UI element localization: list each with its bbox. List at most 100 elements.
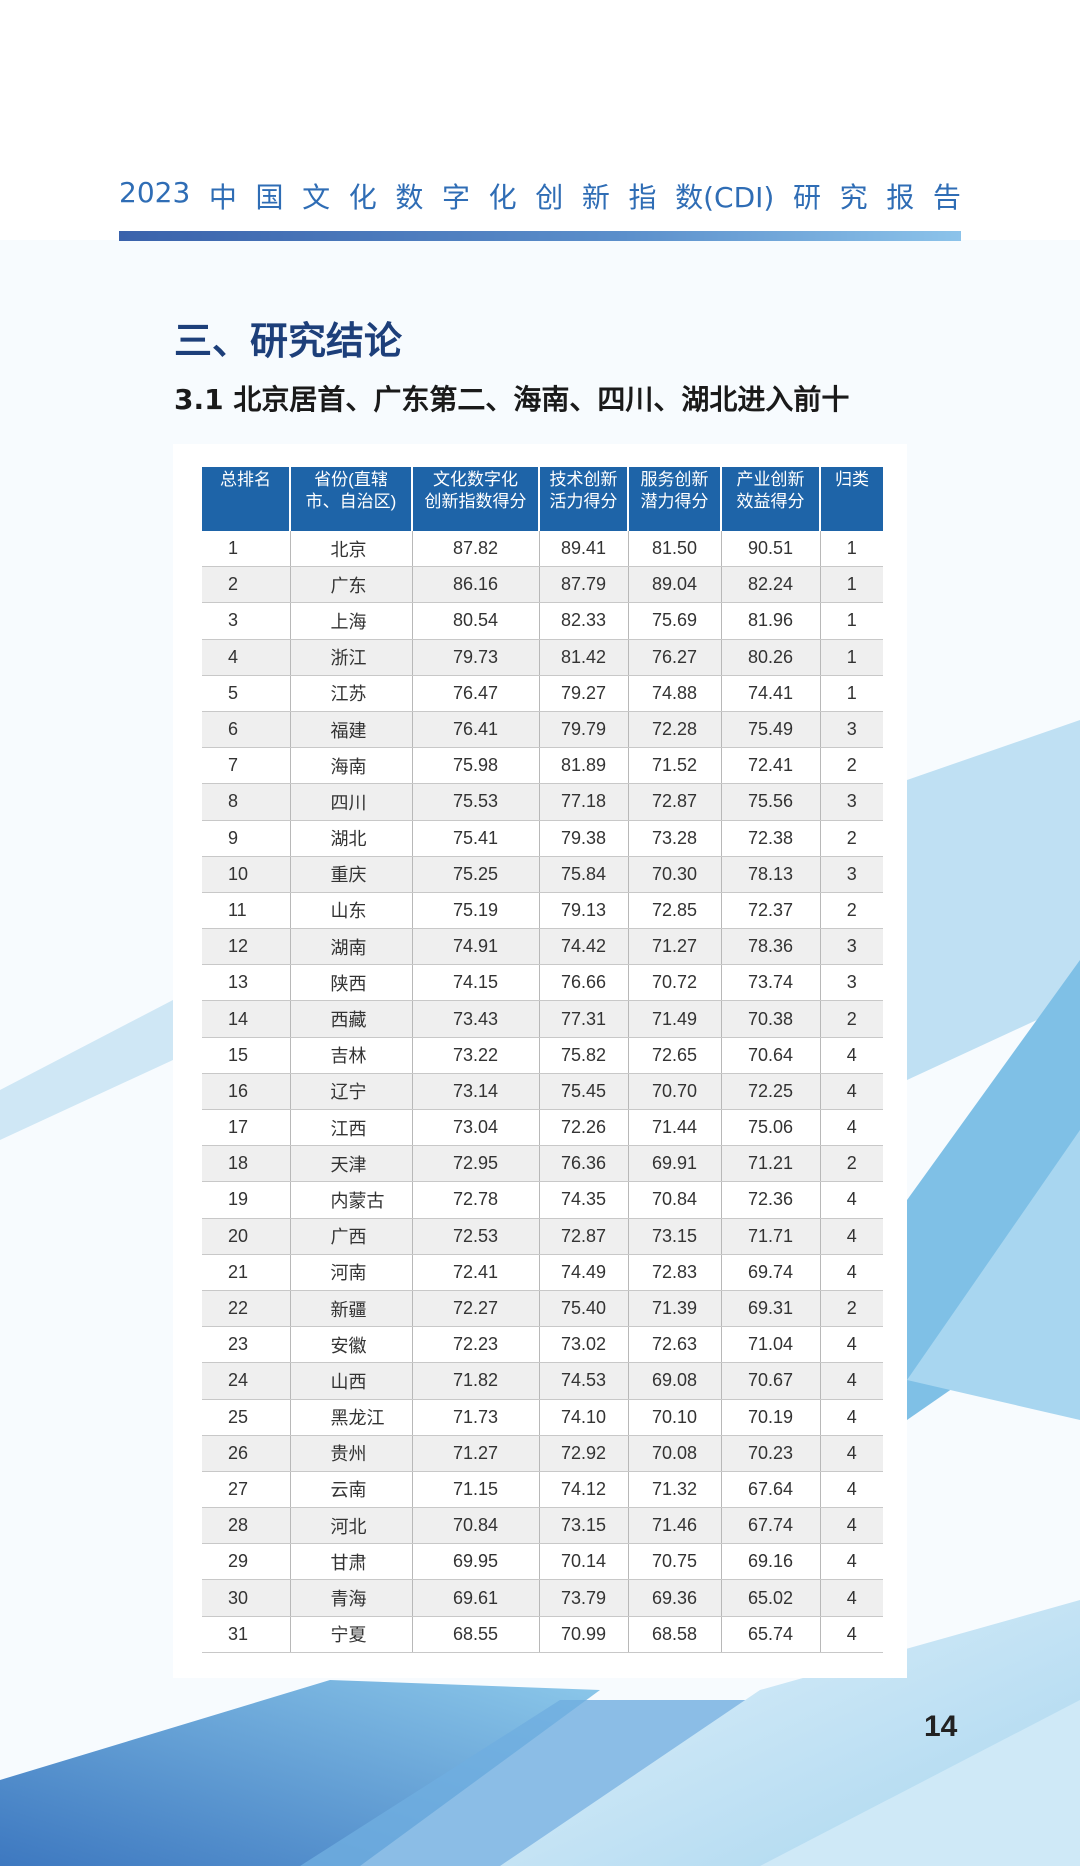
cell-province: 山西 (289, 1362, 412, 1400)
cell-rank: 17 (202, 1109, 290, 1147)
cell-tech-score: 74.12 (538, 1471, 628, 1509)
cell-rank: 11 (202, 892, 290, 930)
cell-cdi-score: 72.23 (411, 1326, 539, 1364)
cell-industry-score: 70.19 (720, 1399, 820, 1436)
cell-service-score: 69.36 (627, 1579, 721, 1617)
title-part: 告 (932, 181, 961, 214)
cell-service-score: 71.39 (627, 1290, 721, 1328)
cell-province: 宁夏 (289, 1616, 412, 1653)
cell-category: 4 (819, 1037, 883, 1074)
cell-industry-score: 71.21 (720, 1145, 820, 1183)
cell-province: 贵州 (289, 1435, 412, 1472)
cell-rank: 24 (202, 1362, 290, 1400)
cell-province: 浙江 (289, 639, 412, 676)
cell-tech-score: 74.10 (538, 1399, 628, 1436)
cell-cdi-score: 68.55 (411, 1616, 539, 1653)
cell-cdi-score: 79.73 (411, 639, 539, 676)
table-row: 9 湖北 75.41 79.38 73.28 72.38 2 (202, 820, 883, 857)
cell-category: 2 (819, 892, 883, 930)
cell-rank: 19 (202, 1181, 290, 1219)
cell-rank: 18 (202, 1145, 290, 1183)
cell-rank: 23 (202, 1326, 290, 1364)
cell-tech-score: 75.84 (538, 856, 628, 893)
cell-category: 4 (819, 1579, 883, 1617)
cell-service-score: 81.50 (627, 531, 721, 568)
cell-cdi-score: 72.27 (411, 1290, 539, 1328)
cell-rank: 8 (202, 783, 290, 821)
cell-rank: 1 (202, 531, 290, 568)
cell-province: 上海 (289, 602, 412, 640)
cell-province: 广东 (289, 566, 412, 604)
cell-cdi-score: 69.95 (411, 1543, 539, 1581)
cell-rank: 16 (202, 1073, 290, 1111)
cell-category: 3 (819, 964, 883, 1002)
table-row: 25 黑龙江 71.73 74.10 70.10 70.19 4 (202, 1399, 883, 1436)
cell-cdi-score: 71.27 (411, 1435, 539, 1472)
cell-industry-score: 70.38 (720, 1000, 820, 1038)
cell-province: 重庆 (289, 856, 412, 893)
cell-service-score: 72.28 (627, 711, 721, 749)
cell-category: 4 (819, 1254, 883, 1291)
cell-service-score: 72.65 (627, 1037, 721, 1074)
table-row: 26 贵州 71.27 72.92 70.08 70.23 4 (202, 1435, 883, 1472)
cell-province: 河南 (289, 1254, 412, 1291)
cell-tech-score: 87.79 (538, 566, 628, 604)
cell-rank: 21 (202, 1254, 290, 1291)
document-header-title: 2023 中 国 文 化 数 字 化 创 新 指 数(CDI) 研 究 报 告 (119, 176, 961, 216)
cell-province: 福建 (289, 711, 412, 749)
title-part: 研 (792, 181, 821, 214)
cell-industry-score: 70.64 (720, 1037, 820, 1074)
header-col-province: 省份(直辖 市、自治区) (289, 467, 412, 531)
cell-tech-score: 81.89 (538, 747, 628, 785)
table-row: 12 湖南 74.91 74.42 71.27 78.36 3 (202, 928, 883, 966)
cell-category: 2 (819, 1000, 883, 1038)
table-row: 23 安徽 72.23 73.02 72.63 71.04 4 (202, 1326, 883, 1364)
table-row: 18 天津 72.95 76.36 69.91 71.21 2 (202, 1145, 883, 1183)
table-row: 14 西藏 73.43 77.31 71.49 70.38 2 (202, 1000, 883, 1038)
cell-rank: 2 (202, 566, 290, 604)
cell-service-score: 73.28 (627, 820, 721, 857)
cell-rank: 22 (202, 1290, 290, 1328)
table-row: 22 新疆 72.27 75.40 71.39 69.31 2 (202, 1290, 883, 1328)
cell-province: 北京 (289, 531, 412, 568)
table-row: 28 河北 70.84 73.15 71.46 67.74 4 (202, 1507, 883, 1545)
cell-service-score: 70.08 (627, 1435, 721, 1472)
title-part: 创 (535, 181, 564, 214)
cell-tech-score: 70.14 (538, 1543, 628, 1581)
cell-tech-score: 76.66 (538, 964, 628, 1002)
cell-category: 4 (819, 1435, 883, 1472)
cell-tech-score: 72.92 (538, 1435, 628, 1472)
cell-rank: 30 (202, 1579, 290, 1617)
cell-industry-score: 65.02 (720, 1579, 820, 1617)
table-row: 1 北京 87.82 89.41 81.50 90.51 1 (202, 531, 883, 568)
cell-tech-score: 79.79 (538, 711, 628, 749)
cell-industry-score: 75.06 (720, 1109, 820, 1147)
cell-cdi-score: 71.73 (411, 1399, 539, 1436)
cell-category: 3 (819, 928, 883, 966)
title-part: 究 (839, 181, 868, 214)
cell-service-score: 70.10 (627, 1399, 721, 1436)
cell-tech-score: 89.41 (538, 531, 628, 568)
cell-service-score: 71.52 (627, 747, 721, 785)
cell-rank: 3 (202, 602, 290, 640)
cell-province: 湖北 (289, 820, 412, 857)
cell-industry-score: 72.38 (720, 820, 820, 857)
cell-tech-score: 74.49 (538, 1254, 628, 1291)
table-row: 3 上海 80.54 82.33 75.69 81.96 1 (202, 602, 883, 640)
cell-cdi-score: 73.04 (411, 1109, 539, 1147)
cell-industry-score: 70.67 (720, 1362, 820, 1400)
table-header-row: 总排名 省份(直辖 市、自治区) 文化数字化 创新指数得分 技术创新 活力得分 服务创新 潜力得… (202, 467, 883, 531)
cell-industry-score: 90.51 (720, 531, 820, 568)
cell-industry-score: 70.23 (720, 1435, 820, 1472)
header-col-cdi-score: 文化数字化 创新指数得分 (411, 467, 539, 531)
cell-category: 3 (819, 783, 883, 821)
cell-tech-score: 77.31 (538, 1000, 628, 1038)
cell-tech-score: 72.26 (538, 1109, 628, 1147)
table-row: 4 浙江 79.73 81.42 76.27 80.26 1 (202, 639, 883, 676)
cell-tech-score: 75.40 (538, 1290, 628, 1328)
cell-rank: 28 (202, 1507, 290, 1545)
cell-service-score: 72.63 (627, 1326, 721, 1364)
cell-service-score: 72.83 (627, 1254, 721, 1291)
cell-province: 甘肃 (289, 1543, 412, 1581)
cell-industry-score: 67.74 (720, 1507, 820, 1545)
